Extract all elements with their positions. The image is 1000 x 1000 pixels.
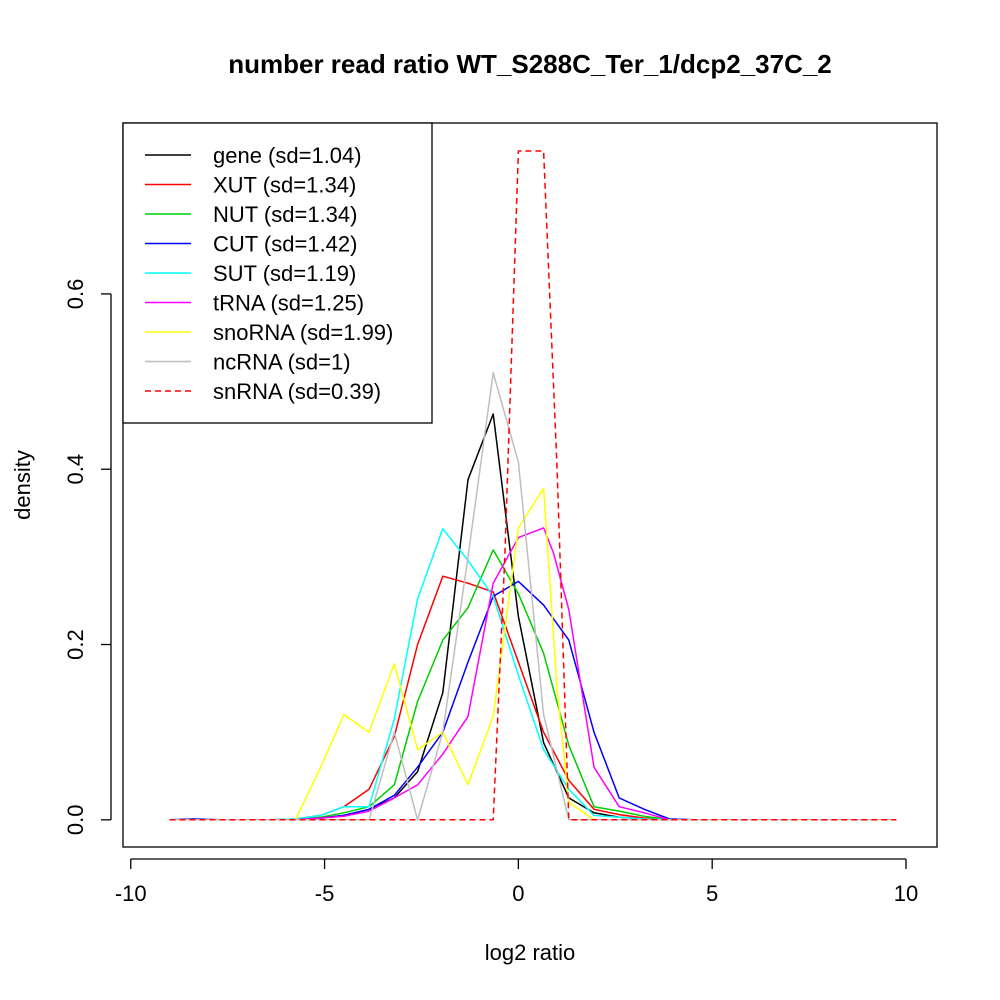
legend-entry: snoRNA (sd=1.99) <box>213 320 393 345</box>
legend-entry: ncRNA (sd=1) <box>213 350 351 375</box>
legend-entry: gene (sd=1.04) <box>213 143 362 168</box>
axes: -10 -5 0 5 10 0.0 0.2 0.4 0.6 <box>63 279 918 906</box>
x-tick-label: 0 <box>512 881 524 906</box>
plot-frame <box>122 122 938 848</box>
series-line <box>169 549 897 821</box>
legend-entry: SUT (sd=1.19) <box>213 261 356 286</box>
series-line <box>169 487 897 821</box>
series-line <box>169 413 897 821</box>
x-tick-label: -5 <box>315 881 335 906</box>
y-tick-label: 0.0 <box>63 805 88 836</box>
y-tick-label: 0.2 <box>63 629 88 660</box>
x-tick-label: 10 <box>894 881 918 906</box>
series-line <box>169 372 897 821</box>
legend-entry: XUT (sd=1.34) <box>213 173 356 198</box>
series-line <box>169 528 897 821</box>
legend-entry: tRNA (sd=1.25) <box>213 291 364 316</box>
legend-entry: CUT (sd=1.42) <box>213 232 357 257</box>
legend-entry: NUT (sd=1.34) <box>213 202 357 227</box>
x-tick-label: 5 <box>706 881 718 906</box>
x-axis-label: log2 ratio <box>485 940 576 965</box>
y-tick-label: 0.6 <box>63 279 88 310</box>
legend: gene (sd=1.04) XUT (sd=1.34) NUT (sd=1.34)… <box>122 122 433 424</box>
x-tick-label: -10 <box>115 881 147 906</box>
series-layer <box>169 150 897 821</box>
y-axis-label: density <box>10 450 35 520</box>
chart-title: number read ratio WT_S288C_Ter_1/dcp2_37… <box>228 49 832 79</box>
series-line <box>169 527 897 821</box>
legend-entry: snRNA (sd=0.39) <box>213 379 381 404</box>
legend-box <box>122 122 433 424</box>
y-tick-label: 0.4 <box>63 454 88 485</box>
series-line <box>169 150 897 821</box>
